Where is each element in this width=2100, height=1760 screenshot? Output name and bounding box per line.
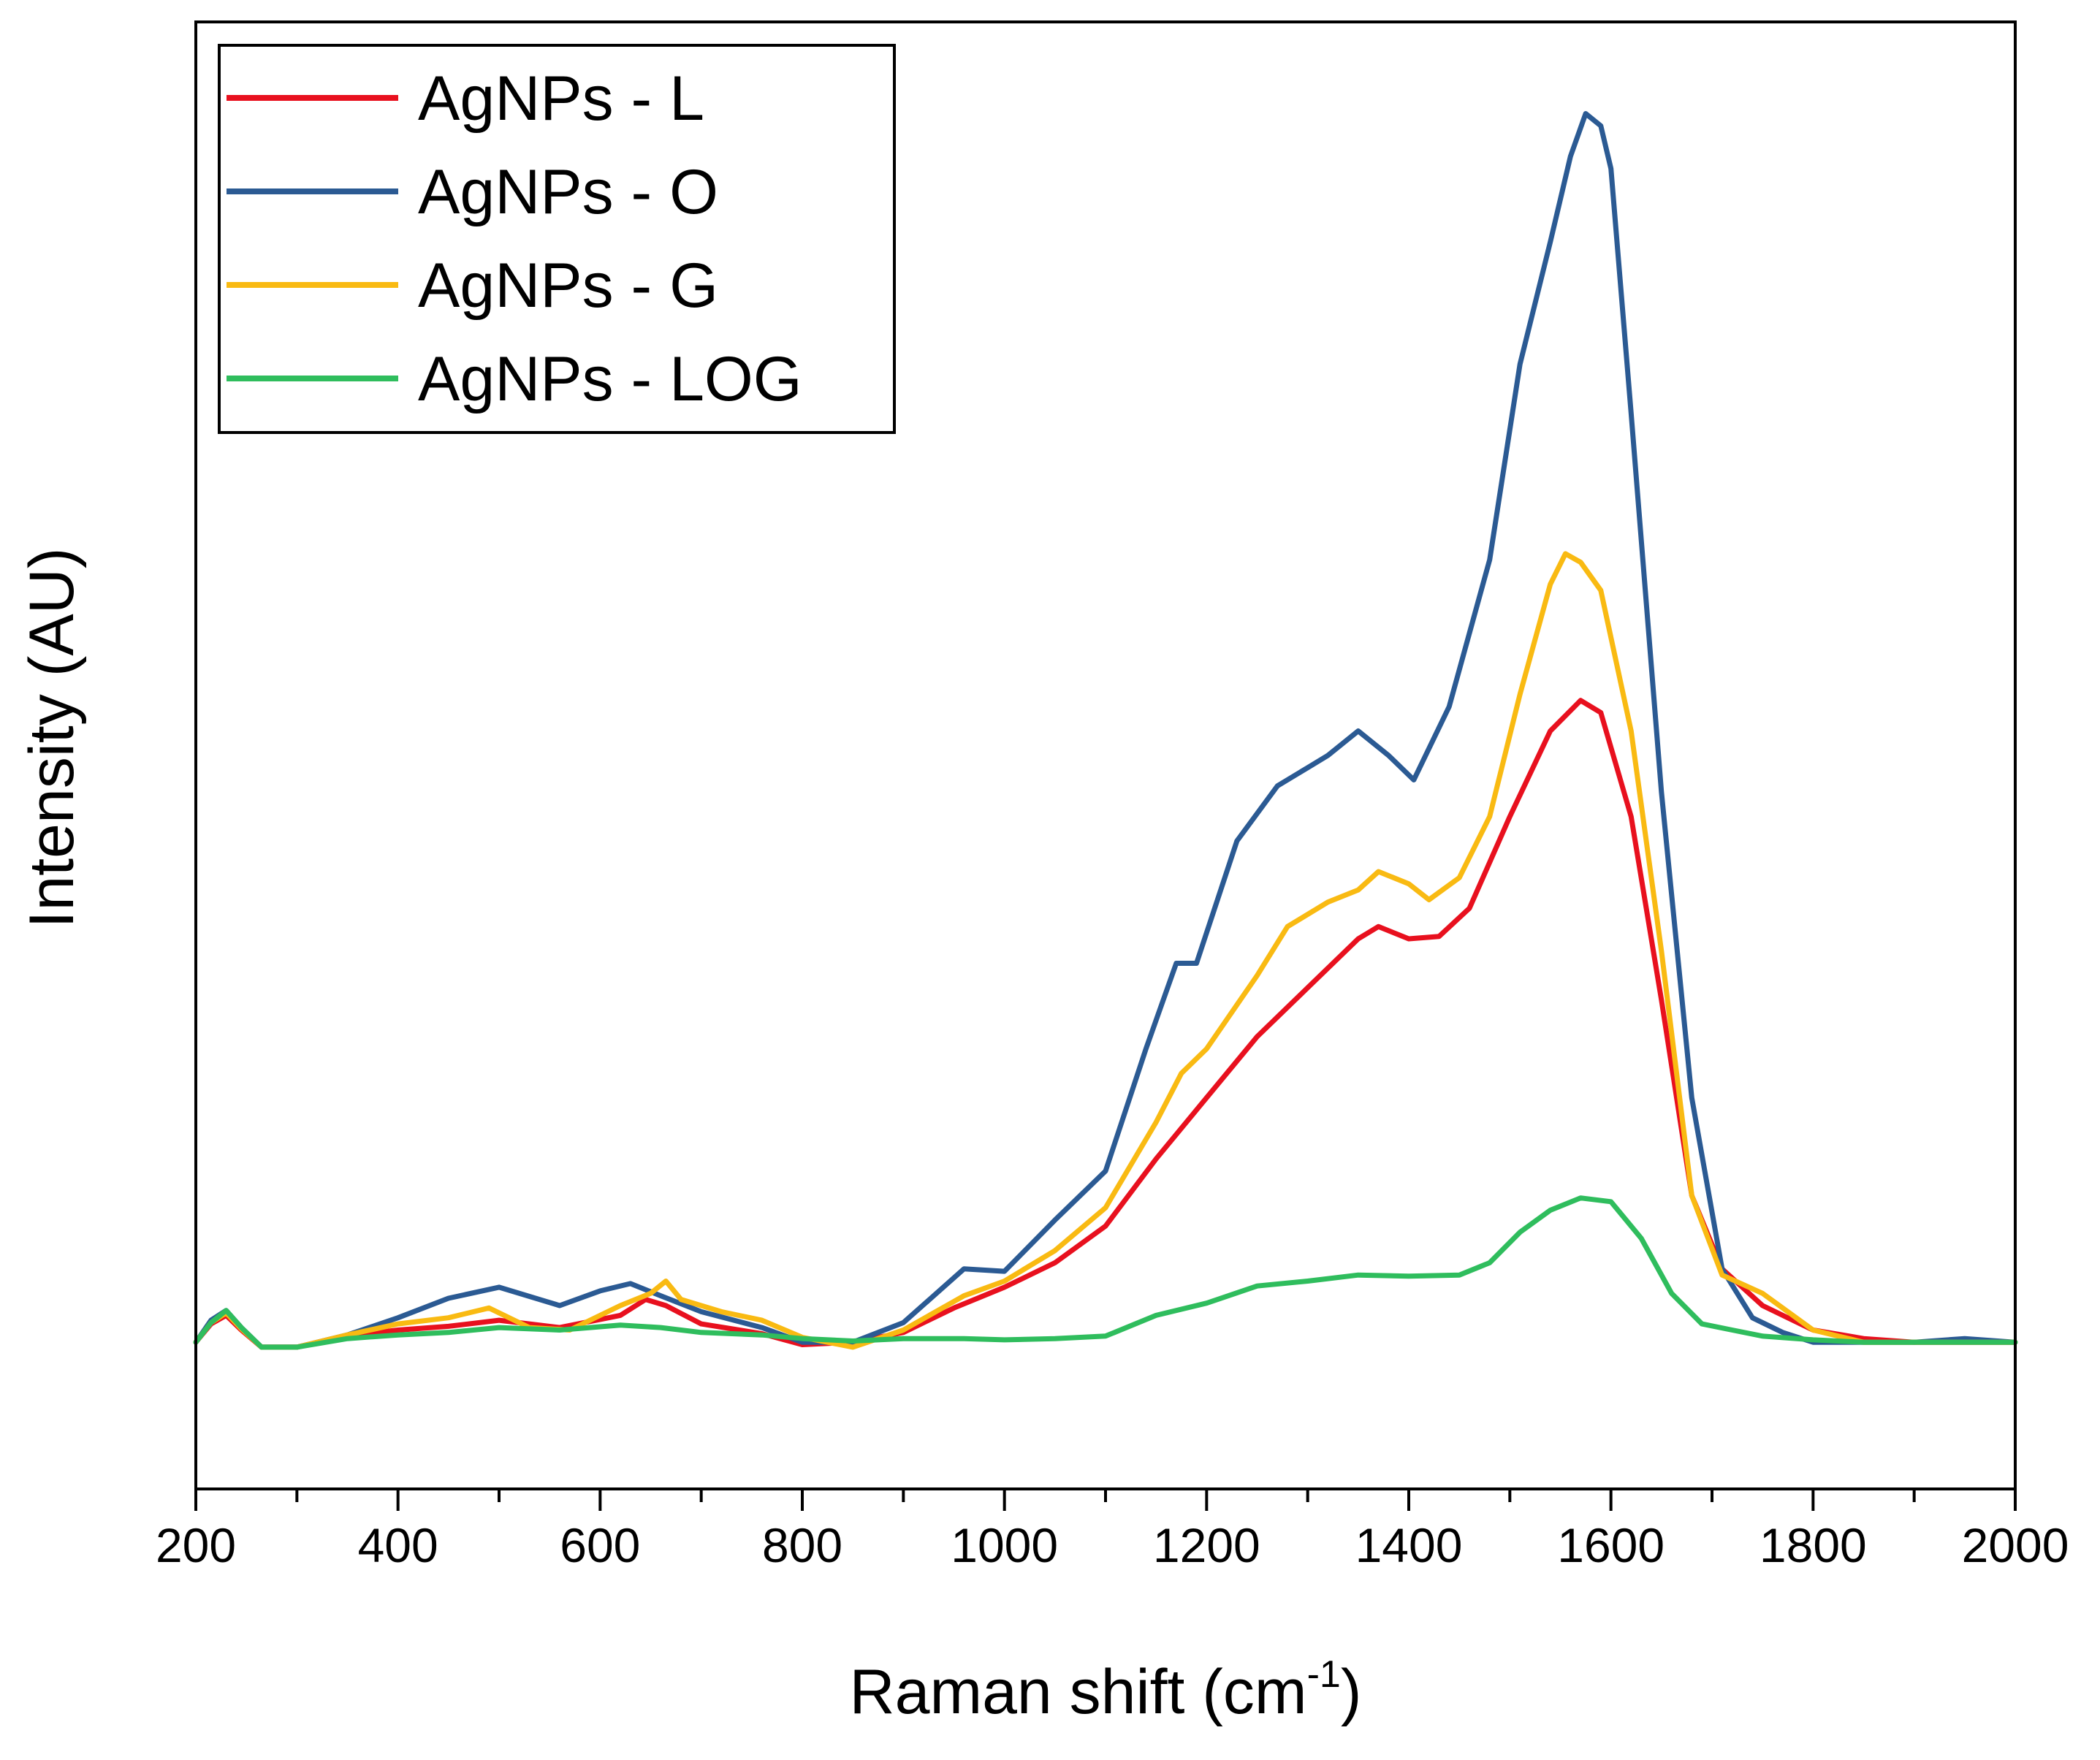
x-tick-label-600: 600 (560, 1518, 640, 1572)
legend-label-agnps-o: AgNPs - O (418, 157, 718, 227)
legend-label-agnps-l: AgNPs - L (418, 64, 704, 134)
series-line-agnps-log (193, 1195, 2018, 1350)
x-tick-label-1800: 1800 (1759, 1518, 1867, 1572)
series-line-agnps-g (193, 551, 2018, 1350)
x-axis-title-main: Raman shift (cm (850, 1657, 1307, 1727)
x-tick-label-1200: 1200 (1153, 1518, 1260, 1572)
series-line-agnps-o (193, 111, 2018, 1350)
legend-label-agnps-g: AgNPs - G (418, 251, 718, 321)
x-axis-title-suffix: ) (1341, 1657, 1362, 1727)
y-axis-title: Intensity (AU) (17, 548, 87, 929)
legend: AgNPs - L AgNPs - O AgNPs - G AgNPs - LOG (218, 44, 896, 434)
series-layer (193, 111, 2018, 1350)
x-tick-label-2000: 2000 (1962, 1518, 2069, 1572)
x-axis-title-superscript: -1 (1307, 1653, 1341, 1696)
x-axis: 200 400 600 800 1000 1200 1400 1600 1800 2000 (156, 1489, 2069, 1572)
x-tick-label-1000: 1000 (951, 1518, 1058, 1572)
x-tick-label-1600: 1600 (1557, 1518, 1665, 1572)
legend-label-agnps-log: AgNPs - LOG (418, 344, 802, 414)
x-tick-label-800: 800 (762, 1518, 842, 1572)
legend-box (218, 44, 896, 434)
x-tick-label-200: 200 (156, 1518, 236, 1572)
x-axis-title: Raman shift (cm-1) (850, 1653, 1362, 1727)
x-tick-label-400: 400 (358, 1518, 438, 1572)
x-tick-label-1400: 1400 (1355, 1518, 1463, 1572)
series-line-agnps-l (193, 698, 2018, 1350)
